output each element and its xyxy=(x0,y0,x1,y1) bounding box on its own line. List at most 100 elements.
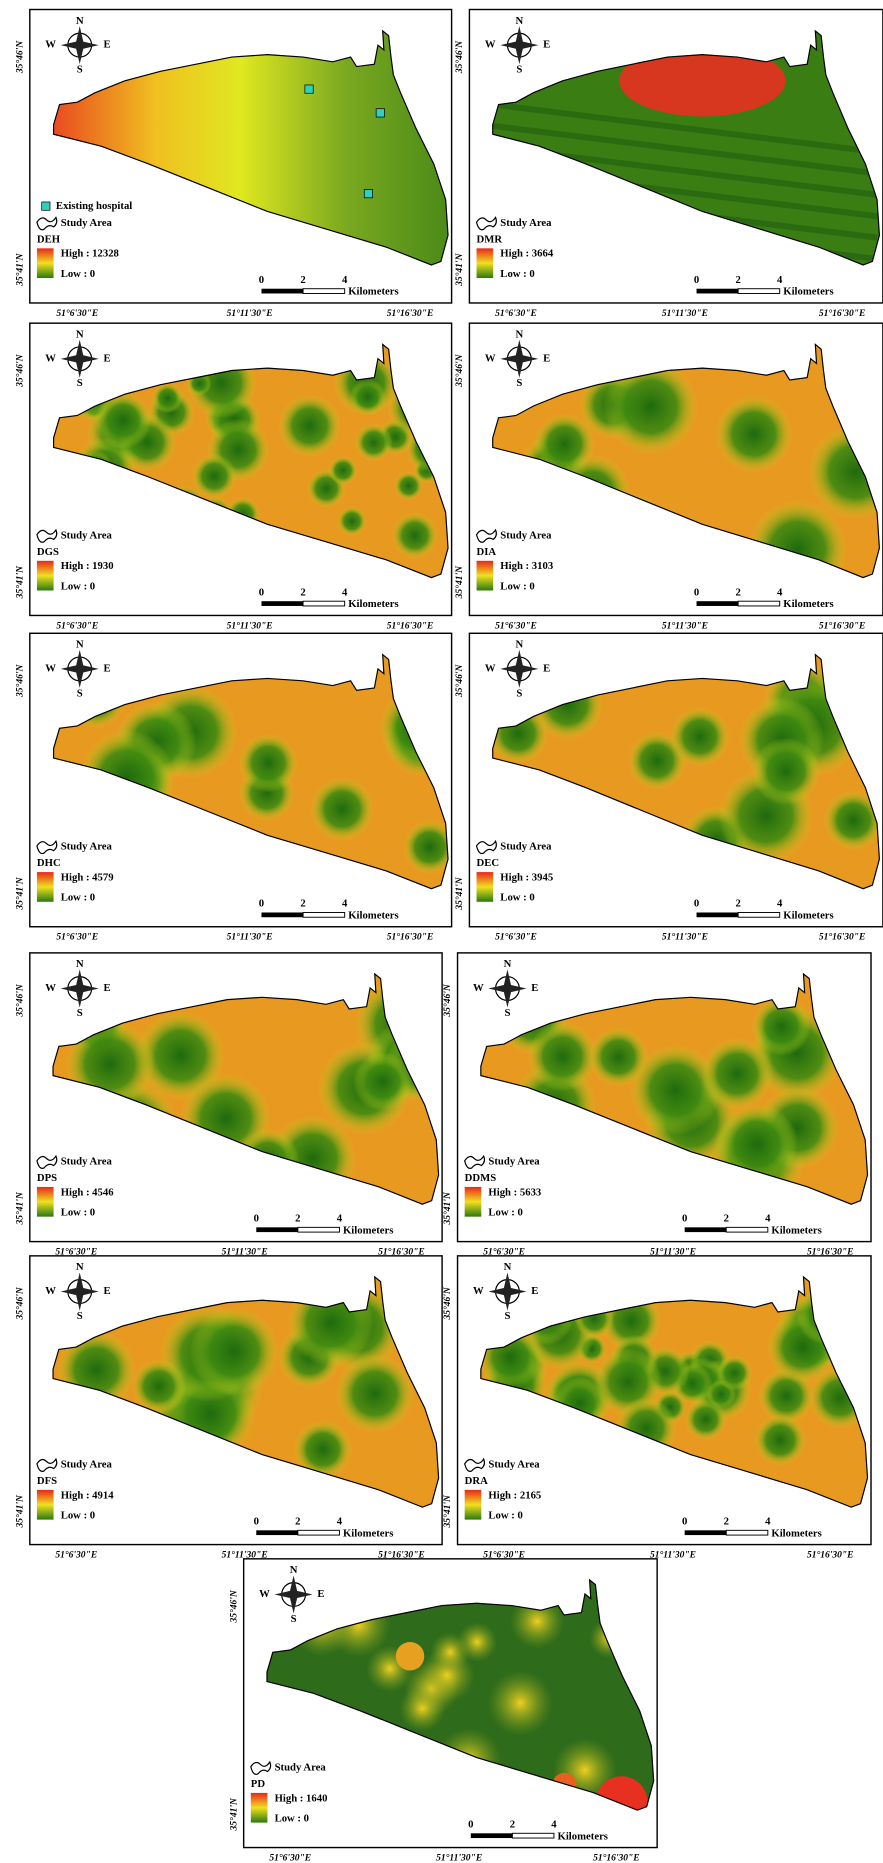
scale-bar xyxy=(471,1833,513,1838)
scale-bar xyxy=(738,289,780,294)
latitude-label: 35°46'N xyxy=(454,353,465,387)
legend-low: Low : 0 xyxy=(488,1510,522,1522)
scale-unit: Kilometers xyxy=(348,286,398,298)
raster-fill xyxy=(685,1399,727,1441)
color-ramp xyxy=(37,1490,54,1520)
map-panel: NSWEStudy AreaDDMSHigh : 5633Low : 0024K… xyxy=(442,953,871,1258)
study-area-label: Study Area xyxy=(500,841,552,853)
scale-tick: 4 xyxy=(342,274,348,286)
longitude-label: 51°11'30"E xyxy=(436,1852,482,1863)
compass-s: S xyxy=(77,687,83,699)
compass-e: E xyxy=(103,352,110,364)
study-area-label: Study Area xyxy=(61,529,113,541)
compass-e: E xyxy=(317,1588,324,1600)
scale-tick: 4 xyxy=(551,1818,557,1830)
legend-high: High : 1930 xyxy=(61,560,114,572)
scale-tick: 0 xyxy=(694,898,699,910)
raster-fill xyxy=(336,1354,415,1433)
scale-unit: Kilometers xyxy=(783,286,833,298)
compass-n: N xyxy=(290,1564,298,1576)
legend-high: High : 4579 xyxy=(61,871,114,883)
compass-n: N xyxy=(76,958,84,970)
color-ramp xyxy=(477,872,494,902)
compass-n: N xyxy=(515,15,523,27)
latitude-label: 35°46'N xyxy=(14,1286,25,1320)
scale-bar xyxy=(685,1530,727,1535)
latitude-label: 35°41'N xyxy=(14,252,25,286)
compass-s: S xyxy=(504,1007,510,1019)
layer-code: DDMS xyxy=(465,1172,497,1184)
compass-w: W xyxy=(485,39,496,51)
layer-code: DRA xyxy=(465,1475,488,1487)
raster-fill xyxy=(589,1027,648,1086)
scale-tick: 4 xyxy=(337,1212,343,1224)
compass-e: E xyxy=(543,662,550,674)
latitude-label: 35°46'N xyxy=(442,983,453,1017)
color-ramp xyxy=(465,1490,482,1520)
scale-tick: 0 xyxy=(694,274,699,286)
study-area-label: Study Area xyxy=(488,1155,540,1167)
legend-high: High : 2165 xyxy=(488,1489,541,1501)
scale-tick: 2 xyxy=(724,1212,729,1224)
raster-fill xyxy=(355,424,393,462)
scale-tick: 4 xyxy=(777,898,783,910)
scale-tick: 2 xyxy=(510,1818,515,1830)
layer-code: DPS xyxy=(37,1172,57,1184)
raster-fill xyxy=(715,395,793,473)
scale-bar xyxy=(298,1530,340,1535)
scale-tick: 2 xyxy=(735,274,740,286)
scale-tick: 4 xyxy=(765,1515,771,1527)
longitude-label: 51°11'30"E xyxy=(662,620,708,631)
page: {"common": {"compass": {"n": "N", "s": "… xyxy=(0,0,883,1863)
compass-n: N xyxy=(515,329,523,341)
map-panel: NSWEStudy AreaDGSHigh : 1930Low : 0024Ki… xyxy=(14,323,452,631)
compass-s: S xyxy=(291,1613,297,1625)
compass-s: S xyxy=(516,64,522,76)
study-area-label: Study Area xyxy=(61,841,113,853)
longitude-label: 51°6'30"E xyxy=(55,1549,97,1560)
scale-bar xyxy=(738,912,780,917)
latitude-label: 35°46'N xyxy=(14,983,25,1017)
study-area-label: Study Area xyxy=(488,1458,540,1470)
compass-e: E xyxy=(103,662,110,674)
scale-tick: 0 xyxy=(254,1212,259,1224)
raster-fill xyxy=(152,383,183,414)
scale-tick: 2 xyxy=(295,1212,300,1224)
raster-fill xyxy=(670,707,729,766)
raster-fill xyxy=(192,454,237,499)
color-ramp xyxy=(251,1793,268,1823)
raster-fill xyxy=(457,1622,497,1662)
raster-fill xyxy=(396,1642,425,1671)
scale-unit: Kilometers xyxy=(348,910,398,922)
scale-tick: 0 xyxy=(682,1515,687,1527)
body: NSWEExisting hospitalStudy AreaDEHHigh :… xyxy=(0,0,883,1863)
longitude-label: 51°6'30"E xyxy=(269,1852,311,1863)
longitude-label: 51°16'30"E xyxy=(387,620,434,631)
map-panel: NSWEStudy AreaDECHigh : 3945Low : 0024Ki… xyxy=(454,633,883,942)
compass-e: E xyxy=(543,352,550,364)
legend-high: High : 4546 xyxy=(61,1186,115,1198)
scale-bar xyxy=(261,912,303,917)
legend-low: Low : 0 xyxy=(488,1207,522,1219)
raster-fill xyxy=(701,1038,773,1110)
map-panel: NSWEStudy AreaDIAHigh : 3103Low : 0024Ki… xyxy=(454,323,883,631)
compass-w: W xyxy=(45,1285,56,1297)
scale-tick: 2 xyxy=(300,274,305,286)
compass-w: W xyxy=(485,662,496,674)
scale-tick: 2 xyxy=(300,898,305,910)
raster-fill xyxy=(392,512,438,558)
latitude-label: 35°41'N xyxy=(454,565,465,599)
layer-code: DHC xyxy=(37,857,61,869)
scale-unit: Kilometers xyxy=(343,1224,393,1236)
compass-w: W xyxy=(473,982,484,994)
compass-w: W xyxy=(485,352,496,364)
compass-n: N xyxy=(76,15,84,27)
compass-n: N xyxy=(76,1261,84,1273)
scale-tick: 4 xyxy=(342,898,348,910)
raster-fill xyxy=(527,1022,597,1092)
scale-unit: Kilometers xyxy=(771,1224,821,1236)
compass-s: S xyxy=(516,687,522,699)
longitude-label: 51°6'30"E xyxy=(56,308,98,319)
map-panel: NSWEStudy AreaDPSHigh : 4546Low : 0024Ki… xyxy=(14,953,459,1258)
